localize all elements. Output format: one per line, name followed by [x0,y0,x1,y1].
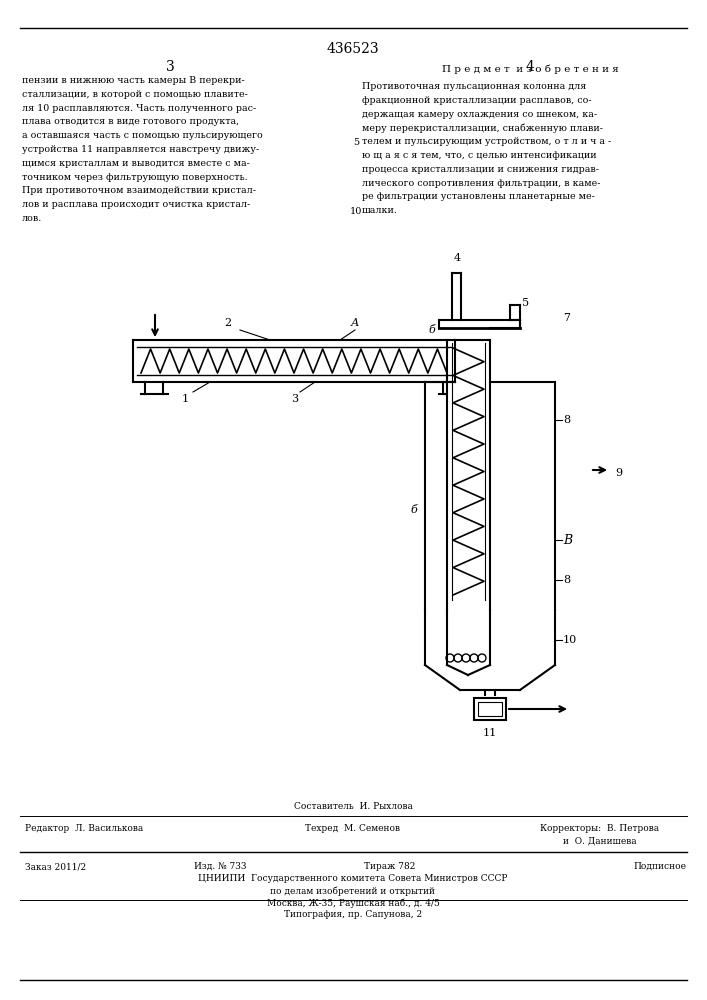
Text: 10: 10 [563,635,577,645]
Text: Тираж 782: Тираж 782 [364,862,416,871]
Text: лического сопротивления фильтрации, в каме-: лического сопротивления фильтрации, в ка… [362,179,600,188]
Text: 4: 4 [453,253,460,263]
Text: 1: 1 [182,394,189,404]
Text: б: б [410,505,417,515]
Text: А: А [351,318,359,328]
Text: б: б [428,325,436,335]
Text: 7: 7 [563,313,570,323]
Text: точником через фильтрующую поверхность.: точником через фильтрующую поверхность. [22,173,247,182]
Text: шалки.: шалки. [362,206,398,215]
Text: 5: 5 [522,298,529,308]
Text: держащая камеру охлаждения со шнеком, ка-: держащая камеру охлаждения со шнеком, ка… [362,110,597,119]
Text: телем и пульсирующим устройством, о т л и ч а -: телем и пульсирующим устройством, о т л … [362,137,612,146]
Text: сталлизации, в которой с помощью плавите-: сталлизации, в которой с помощью плавите… [22,90,248,99]
Text: Редактор  Л. Василькова: Редактор Л. Василькова [25,824,144,833]
Text: Противоточная пульсационная колонна для: Противоточная пульсационная колонна для [362,82,586,91]
Text: 10: 10 [350,207,362,216]
Text: 8: 8 [563,575,570,585]
Text: лов.: лов. [22,214,42,223]
Text: 3: 3 [165,60,175,74]
Text: 2: 2 [224,318,232,328]
Text: Изд. № 733: Изд. № 733 [194,862,246,871]
Text: ля 10 расплавляются. Часть полученного рас-: ля 10 расплавляются. Часть полученного р… [22,104,256,113]
Text: 3: 3 [291,394,298,404]
Text: фракционной кристаллизации расплавов, со-: фракционной кристаллизации расплавов, со… [362,96,592,105]
Text: Заказ 2011/2: Заказ 2011/2 [25,862,86,871]
Bar [478,702,502,716]
Bar [474,698,506,720]
Text: Техред  М. Семенов: Техред М. Семенов [305,824,400,833]
Text: При противоточном взаимодействии кристал-: При противоточном взаимодействии кристал… [22,186,256,195]
Text: 9: 9 [615,468,622,478]
Text: П р е д м е т  и з о б р е т е н и я: П р е д м е т и з о б р е т е н и я [442,64,619,74]
Text: ре фильтрации установлены планетарные ме-: ре фильтрации установлены планетарные ме… [362,192,595,201]
Text: ЦНИИПИ  Государственного комитета Совета Министров СССР: ЦНИИПИ Государственного комитета Совета … [198,874,508,883]
Text: 8: 8 [563,415,570,425]
Text: и  О. Данишева: и О. Данишева [563,837,637,846]
Text: 4: 4 [525,60,534,74]
Text: 11: 11 [483,728,497,738]
Text: а оставшаяся часть с помощью пульсирующего: а оставшаяся часть с помощью пульсирующе… [22,131,263,140]
Text: процесса кристаллизации и снижения гидрав-: процесса кристаллизации и снижения гидра… [362,165,599,174]
Text: Корректоры:  В. Петрова: Корректоры: В. Петрова [540,824,660,833]
Text: щимся кристаллам и выводится вместе с ма-: щимся кристаллам и выводится вместе с ма… [22,159,250,168]
Text: Составитель  И. Рыхлова: Составитель И. Рыхлова [293,802,412,811]
Text: Типография, пр. Сапунова, 2: Типография, пр. Сапунова, 2 [284,910,422,919]
Text: устройства 11 направляется навстречу движу-: устройства 11 направляется навстречу дви… [22,145,259,154]
Text: лов и расплава происходит очистка кристал-: лов и расплава происходит очистка криста… [22,200,250,209]
Text: пензии в нижнюю часть камеры В перекри-: пензии в нижнюю часть камеры В перекри- [22,76,245,85]
Text: 5: 5 [353,138,359,147]
Text: по делам изобретений и открытий: по делам изобретений и открытий [271,886,436,896]
Text: плава отводится в виде готового продукта,: плава отводится в виде готового продукта… [22,117,239,126]
Text: Москва, Ж-35, Раушская наб., д. 4/5: Москва, Ж-35, Раушская наб., д. 4/5 [267,898,440,908]
Text: 436523: 436523 [327,42,380,56]
Text: В: В [563,534,572,546]
Text: ю щ а я с я тем, что, с целью интенсификации: ю щ а я с я тем, что, с целью интенсифик… [362,151,597,160]
Text: Подписное: Подписное [633,862,686,871]
Text: меру перекристаллизации, снабженную плави-: меру перекристаллизации, снабженную плав… [362,123,603,133]
